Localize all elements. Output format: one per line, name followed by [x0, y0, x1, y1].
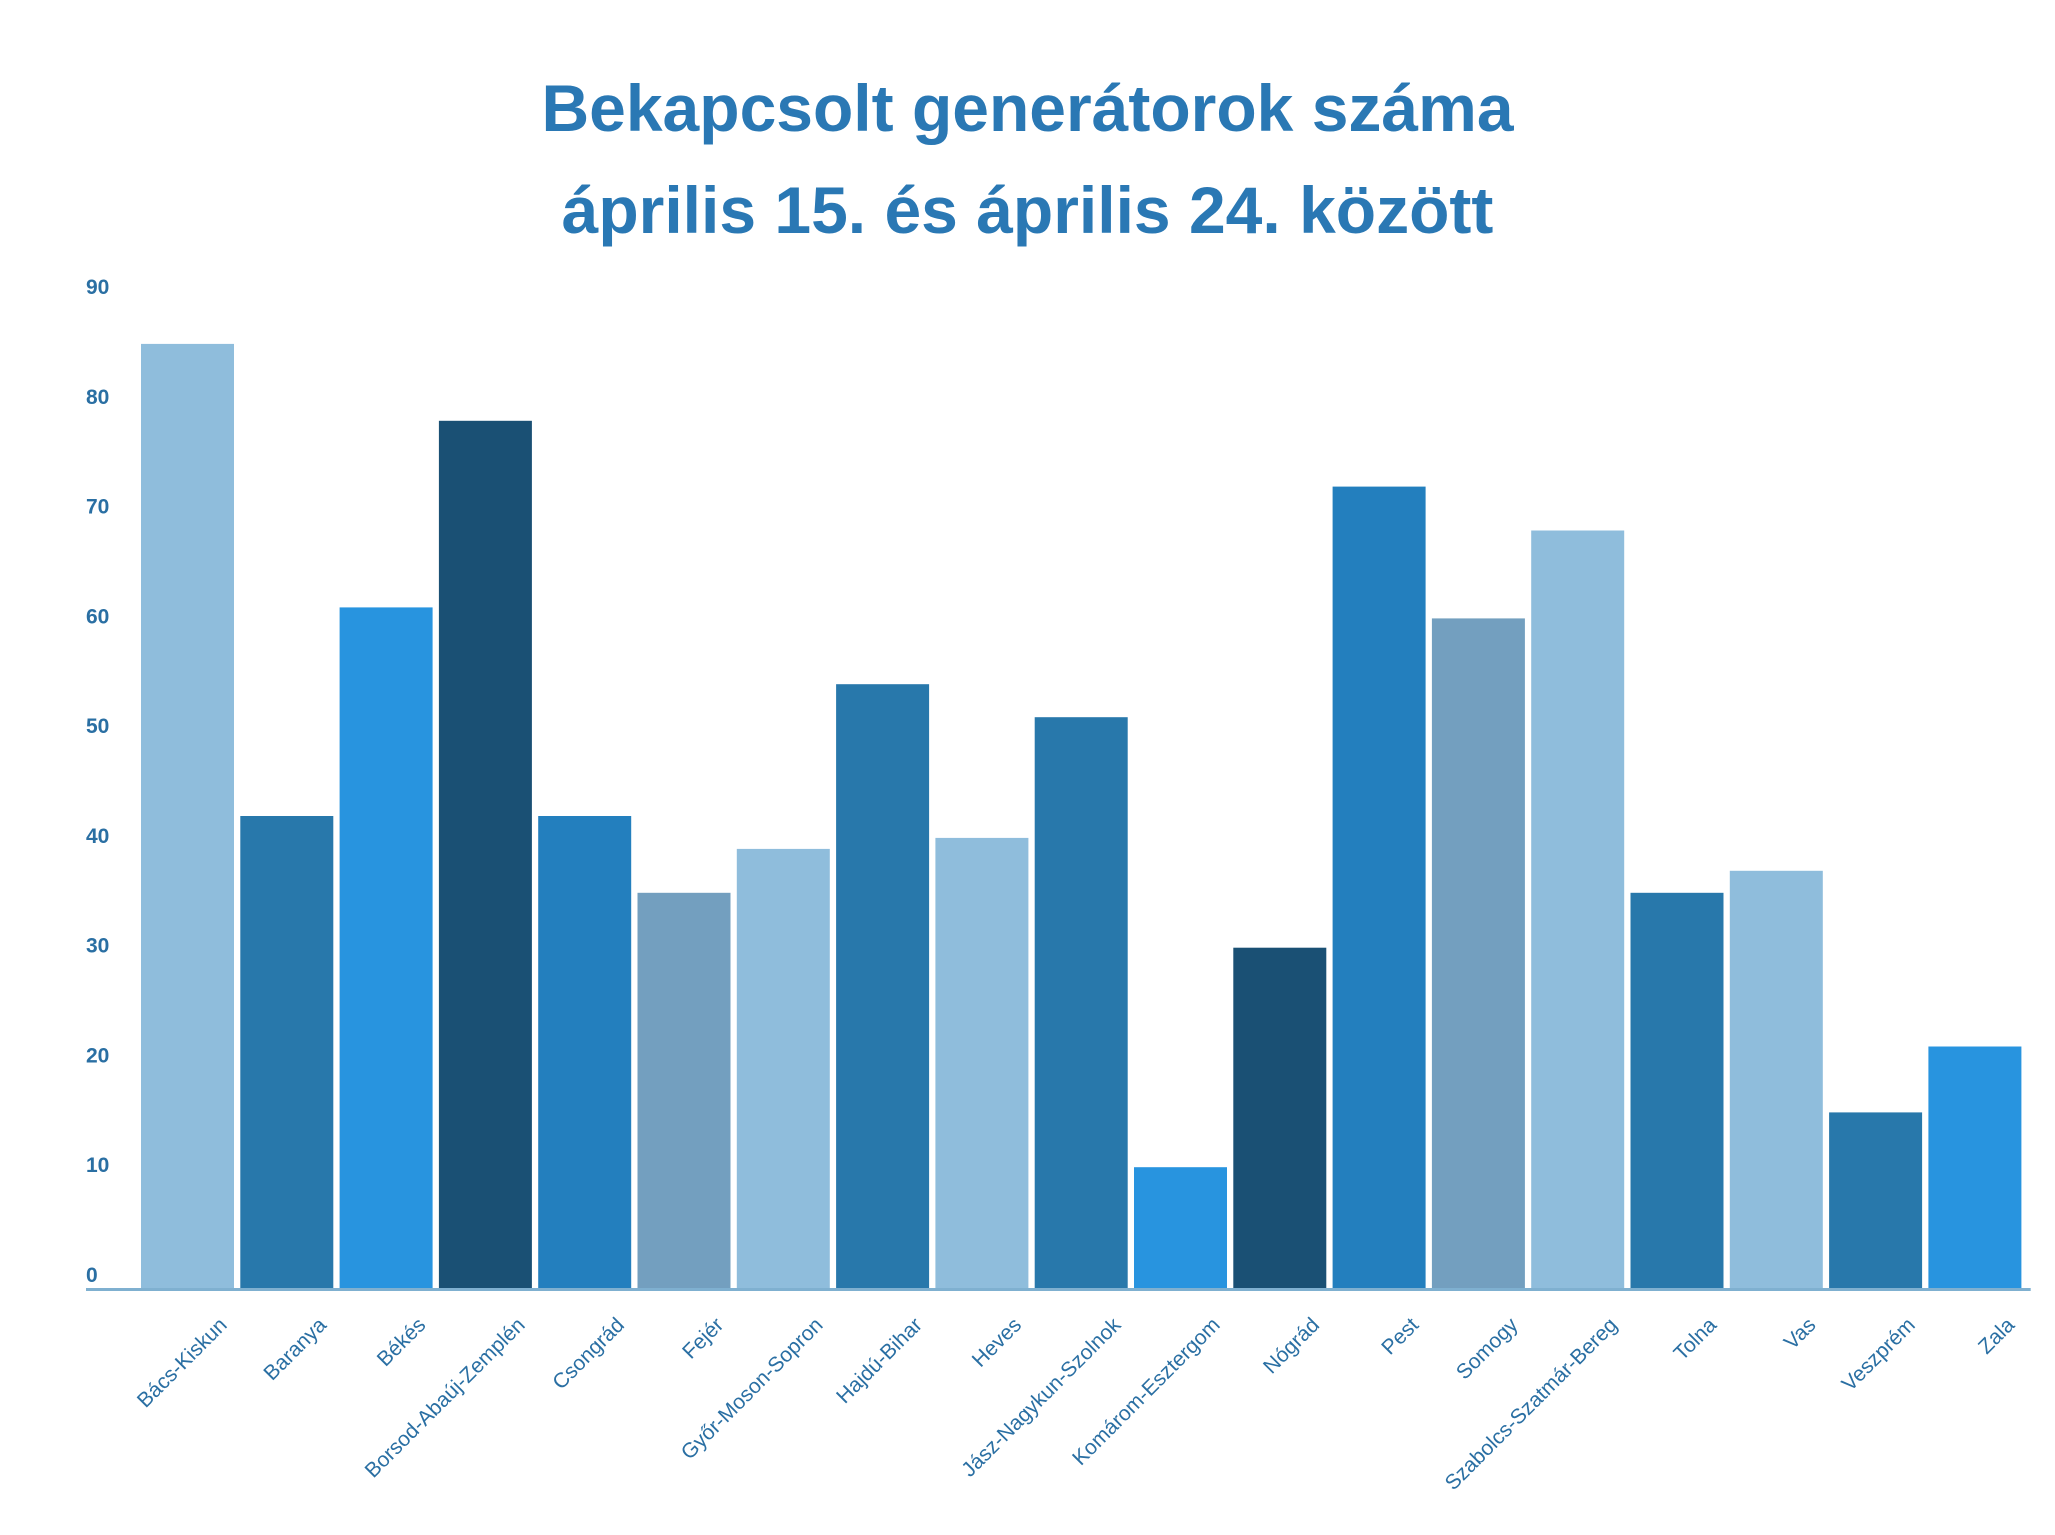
x-category-label: Tolna	[1669, 1313, 1721, 1365]
bar-Tolna	[1630, 892, 1724, 1288]
x-category-label: Szabolcs-Szatmár-Bereg	[1441, 1313, 1622, 1494]
bar-Nógrád	[1233, 947, 1327, 1288]
x-category-label: Békés	[373, 1313, 431, 1371]
y-tick-label: 70	[86, 496, 109, 519]
x-category-label: Csongrád	[548, 1313, 629, 1394]
y-tick-label: 60	[86, 605, 109, 628]
bar-Bács-Kiskun	[141, 343, 234, 1288]
bar-Somogy	[1431, 618, 1525, 1288]
x-category-label: Heves	[968, 1313, 1026, 1371]
x-category-label: Fejér	[678, 1313, 728, 1363]
bar-Jász-Nagykun-Szolnok	[1034, 717, 1128, 1288]
y-tick-label: 90	[86, 276, 109, 299]
chart-title: Bekapcsolt generátorok száma	[541, 71, 1514, 145]
y-tick-label: 80	[86, 386, 109, 409]
y-tick-label: 20	[86, 1044, 109, 1067]
x-category-label: Baranya	[259, 1313, 331, 1385]
bar-Zala	[1928, 1046, 2022, 1288]
x-category-label: Somogy	[1452, 1313, 1523, 1384]
bar-Heves	[935, 837, 1029, 1288]
bar-Hajdú-Bihar	[836, 684, 930, 1288]
y-tick-label: 30	[86, 935, 109, 958]
bar-Veszprém	[1829, 1112, 1923, 1288]
bar-Békés	[339, 607, 433, 1288]
bar-Vas	[1729, 870, 1823, 1288]
x-category-label: Borsod-Abaúj-Zemplén	[361, 1313, 530, 1482]
bar-Pest	[1332, 486, 1426, 1289]
chart-subtitle: április 15. és április 24. között	[561, 173, 1494, 247]
y-tick-label: 50	[86, 715, 109, 738]
bar-Komárom-Esztergom	[1134, 1167, 1227, 1288]
bar-Győr-Moson-Sopron	[736, 848, 830, 1288]
y-tick-label: 10	[86, 1154, 109, 1177]
bar-Szabolcs-Szatmár-Bereg	[1531, 530, 1625, 1288]
x-category-label: Veszprém	[1838, 1313, 1920, 1395]
x-category-label: Vas	[1780, 1313, 1821, 1354]
y-tick-label: 0	[86, 1264, 98, 1287]
y-tick-label: 40	[86, 825, 109, 848]
bar-Baranya	[240, 816, 334, 1288]
x-category-label: Hajdú-Bihar	[832, 1313, 927, 1408]
x-category-label: Nógrád	[1259, 1313, 1324, 1378]
bar-Borsod-Abaúj-Zemplén	[438, 420, 532, 1288]
x-category-label: Zala	[1974, 1313, 2019, 1358]
bar-Csongrád	[538, 816, 632, 1288]
x-category-label: Bács-Kiskun	[133, 1313, 232, 1412]
x-category-label: Jász-Nagykun-Szolnok	[957, 1313, 1125, 1481]
x-category-label: Pest	[1377, 1313, 1423, 1359]
bar-Fejér	[637, 892, 731, 1288]
